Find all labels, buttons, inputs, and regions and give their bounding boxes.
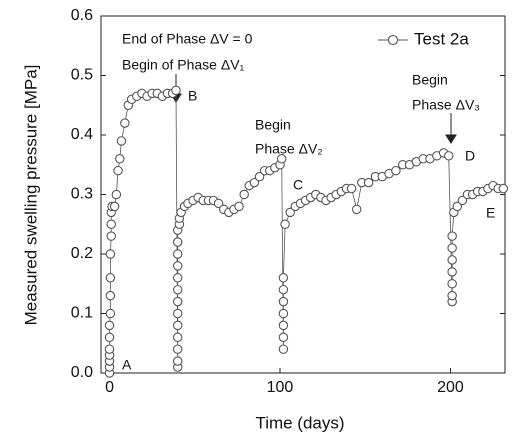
data-point [115,154,125,164]
data-point [104,332,115,343]
y-tick-label: 0.4 [71,126,93,143]
data-point [172,332,183,343]
annotation: End of Phase ΔV = 0 [122,31,253,47]
data-point [278,273,289,283]
data-point [239,189,249,200]
data-point [278,344,289,354]
data-point [172,284,183,295]
data-point [172,237,183,247]
data-point [447,231,457,241]
data-point [234,201,244,212]
data-point [172,249,183,259]
data-point [452,201,463,212]
data-point [116,136,127,146]
annotation: E [486,205,495,221]
data-point [120,118,130,128]
data-point [106,231,116,241]
data-point [278,308,289,319]
data-point [106,219,116,230]
data-point [111,189,122,200]
data-point [249,177,260,188]
data-point [363,177,374,188]
data-point [172,261,183,271]
data-point [443,151,454,161]
data-point [254,171,265,182]
annotation: C [293,177,303,193]
data-point [172,296,183,307]
annotation: A [122,357,132,373]
annotation: D [465,148,475,164]
y-tick-label: 0.0 [71,364,93,381]
data-point [171,85,181,96]
annotation: Phase ΔV₂ [255,141,323,157]
data-point [447,290,457,301]
data-point [172,344,183,354]
data-point [278,332,289,343]
x-tick-label: 200 [437,379,464,396]
data-point [447,243,457,253]
data-point [172,308,183,319]
y-tick-label: 0.2 [71,245,93,262]
data-point [278,296,289,307]
annotation: Phase ΔV₃ [412,97,480,113]
data-point [104,344,115,354]
data-point [447,278,457,289]
legend-marker [387,34,399,46]
annotation: Begin [255,117,291,133]
data-point [278,320,289,331]
series-line [109,89,504,373]
legend-label: Test 2a [414,29,469,48]
data-point [285,207,295,218]
data-point [105,290,116,301]
x-tick-label: 100 [267,379,294,396]
annotation: B [188,88,197,104]
y-tick-label: 0.3 [71,186,93,203]
data-point [109,201,120,212]
data-point [113,165,123,176]
data-point [276,154,287,164]
data-point [172,273,183,283]
data-point [105,273,116,283]
data-point [498,183,509,194]
y-axis-label: Measured swelling pressure [MPa] [21,65,40,326]
data-point [172,356,183,366]
data-point [346,183,357,194]
data-point [447,255,457,265]
data-point [351,204,362,215]
data-point [391,165,401,176]
data-point [105,308,116,319]
y-tick-label: 0.5 [71,67,93,84]
x-axis-label: Time (days) [255,413,344,432]
data-point [278,284,289,295]
annotation: Begin of Phase ΔV₁ [122,57,245,73]
data-point [457,195,468,206]
data-point [213,198,224,209]
arrow-head [445,134,457,144]
data-point [280,219,290,230]
annotation: Begin [412,72,448,88]
y-tick-label: 0.1 [71,305,93,322]
x-tick-label: 0 [105,379,114,396]
y-tick-label: 0.6 [71,7,93,24]
data-point [105,249,116,259]
data-point [447,267,457,277]
data-point [104,320,115,331]
data-point [172,320,183,331]
